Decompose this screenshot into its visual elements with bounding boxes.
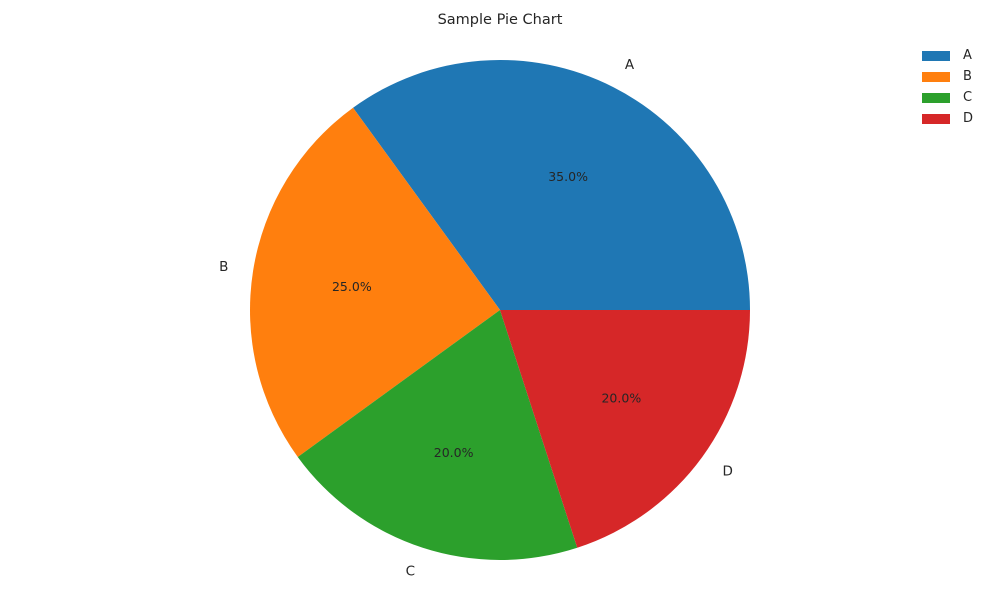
legend-label-c: C [963,90,973,105]
legend-swatch-b [922,71,950,82]
percent-label-a: 35.0% [548,169,588,184]
pie-slice-b [250,107,500,457]
pie-slice-a [353,59,750,310]
category-label-b: B [219,259,228,275]
legend-label-d: D [963,111,974,126]
legend-swatch-c [922,92,950,103]
category-label-c: C [406,564,415,580]
legend-swatch-d [922,113,950,124]
percent-label-d: 20.0% [601,391,641,406]
legend-label-a: A [963,48,972,63]
legend-item-c: C [922,87,973,108]
legend-label-b: B [963,69,972,84]
legend-swatch-a [922,50,950,61]
category-label-d: D [722,464,732,480]
category-label-a: A [625,57,635,73]
percent-label-b: 25.0% [332,279,372,294]
legend-item-d: D [922,108,973,129]
pie-slice-d [500,310,750,548]
pie-slice-c [297,310,578,560]
percent-label-c: 20.0% [434,445,474,460]
legend-item-a: A [922,45,973,66]
chart-title: Sample Pie Chart [437,12,563,28]
legend-item-b: B [922,66,973,87]
